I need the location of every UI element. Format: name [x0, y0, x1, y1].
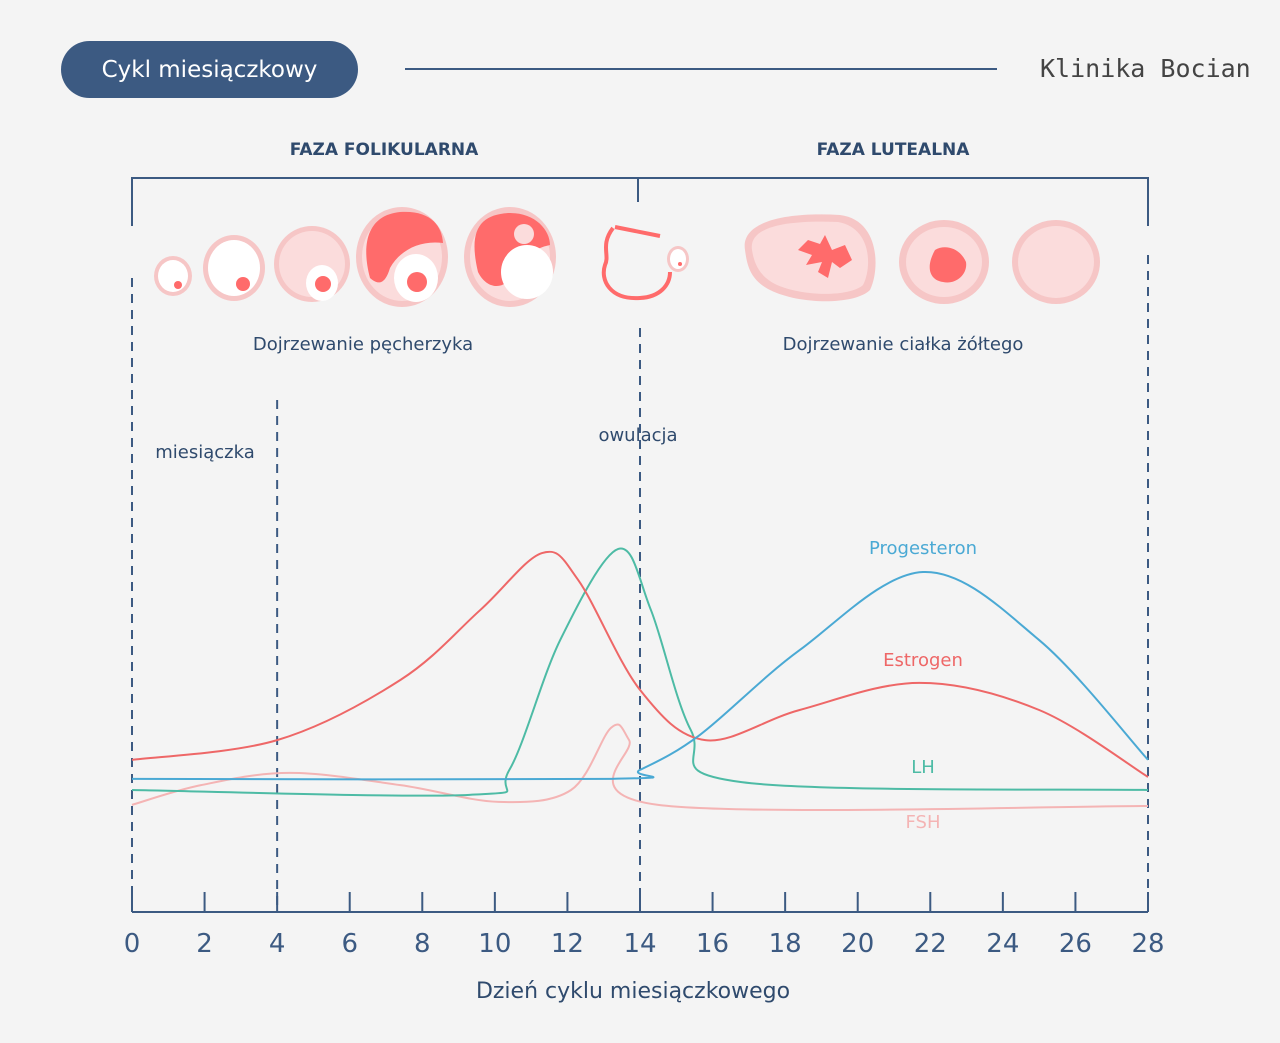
legend-progesteron: Progesteron [869, 538, 977, 559]
x-tick-label-12: 12 [551, 929, 584, 959]
series-line-progesteron [131, 570, 1149, 781]
legend-lh: LH [911, 757, 935, 778]
x-tick-label-20: 20 [841, 929, 874, 959]
follicle-stage-2 [203, 235, 265, 301]
series-line-estrogen [131, 550, 1149, 778]
x-tick-label-8: 8 [414, 929, 431, 959]
x-tick-label-26: 26 [1059, 929, 1092, 959]
phase-luteal-label: FAZA LUTEALNA [817, 140, 971, 160]
brand-name: Klinika Bocian [1040, 54, 1251, 83]
corpus-luteum-mature [899, 220, 989, 304]
x-tick-label-24: 24 [986, 929, 1019, 959]
x-tick-label-22: 22 [914, 929, 947, 959]
follicle-illustrations [154, 207, 1100, 307]
menstruation-label: miesiączka [155, 442, 255, 463]
follicle-maturation-label: Dojrzewanie pęcherzyka [253, 334, 473, 355]
x-tick-label-18: 18 [769, 929, 802, 959]
x-tick-label-10: 10 [478, 929, 511, 959]
legend-fsh: FSH [906, 812, 941, 833]
legend-estrogen: Estrogen [883, 650, 963, 671]
follicle-stage-4 [356, 207, 448, 307]
x-tick-label-6: 6 [341, 929, 358, 959]
x-tick-label-2: 2 [196, 929, 213, 959]
phase-bracket [131, 177, 1149, 226]
x-axis-label: Dzień cyklu miesiączkowego [476, 979, 790, 1004]
corpus-albicans [1012, 220, 1100, 304]
x-tick-label-0: 0 [124, 929, 141, 959]
follicle-stage-1 [154, 256, 192, 296]
series-line-fsh [131, 723, 1149, 812]
x-tick-label-4: 4 [269, 929, 286, 959]
x-tick-label-28: 28 [1131, 929, 1164, 959]
corpus-luteum-early [744, 214, 876, 302]
x-tick-label-16: 16 [696, 929, 729, 959]
x-tick-label-14: 14 [623, 929, 656, 959]
follicle-stage-5 [464, 207, 556, 307]
phase-follicular-label: FAZA FOLIKULARNA [290, 140, 479, 160]
title-badge: Cykl miesiączkowy [61, 41, 358, 98]
corpus-luteum-label: Dojrzewanie ciałka żółtego [783, 334, 1024, 355]
header-divider [405, 68, 997, 70]
follicle-stage-3 [274, 226, 350, 302]
series-line-lh [131, 547, 1149, 797]
ruptured-follicle [601, 225, 689, 301]
ovulation-label: owulacja [598, 425, 677, 446]
